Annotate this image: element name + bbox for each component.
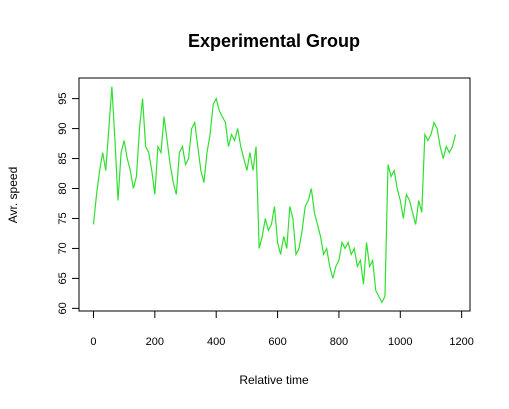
y-tick-label: 70	[57, 242, 69, 254]
y-tick-label: 60	[57, 302, 69, 314]
x-tick-label: 400	[207, 336, 225, 348]
plot-frame	[78, 77, 471, 312]
y-tick-label: 85	[57, 152, 69, 164]
x-tick-label: 1000	[388, 336, 412, 348]
x-tick-label: 600	[268, 336, 286, 348]
x-tick-label: 200	[146, 336, 164, 348]
y-axis-label: Avr. speed	[6, 167, 20, 223]
x-axis-label: Relative time	[239, 373, 309, 387]
x-tick-label: 0	[90, 336, 96, 348]
y-tick-label: 95	[57, 92, 69, 104]
y-tick-label: 90	[57, 122, 69, 134]
x-tick-label: 1200	[449, 336, 473, 348]
chart-title: Experimental Group	[188, 31, 360, 51]
y-tick-label: 65	[57, 272, 69, 284]
data-line	[92, 86, 457, 304]
y-tick-label: 75	[57, 212, 69, 224]
y-tick-label: 80	[57, 182, 69, 194]
x-tick-label: 800	[330, 336, 348, 348]
